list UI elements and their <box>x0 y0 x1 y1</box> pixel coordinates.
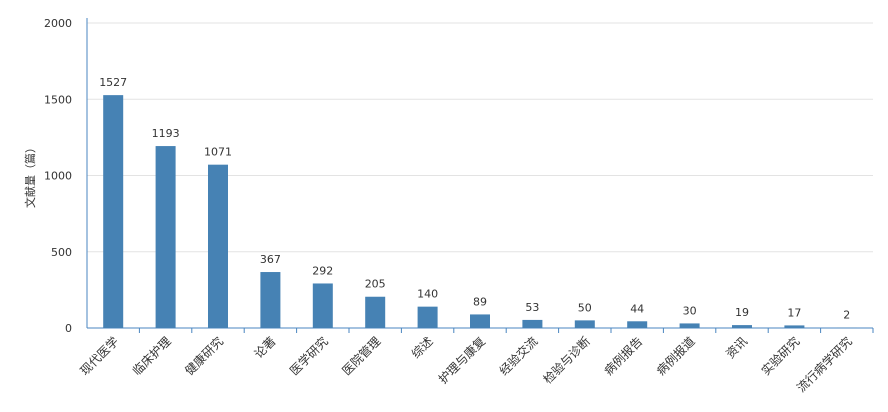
x-tick-label: 临床护理 <box>130 334 174 378</box>
bar <box>417 306 438 328</box>
bar <box>784 325 805 328</box>
y-tick-label: 0 <box>65 322 72 335</box>
data-label: 140 <box>417 288 438 301</box>
x-tick-label: 医院管理 <box>339 334 384 379</box>
bar <box>260 272 281 328</box>
data-label: 89 <box>473 295 487 308</box>
data-label: 44 <box>630 302 644 315</box>
bar <box>312 283 333 328</box>
data-label: 50 <box>578 301 592 314</box>
x-tick-label: 论著 <box>252 334 279 361</box>
x-tick-label: 病例报道 <box>653 334 698 379</box>
bar <box>365 296 386 328</box>
x-tick-label: 经验交流 <box>496 334 541 379</box>
data-label: 17 <box>787 306 801 319</box>
y-tick-label: 1500 <box>44 93 72 106</box>
x-tick-label: 健康研究 <box>182 334 227 379</box>
x-tick-label: 病例报告 <box>601 334 646 379</box>
x-tick-label: 医学研究 <box>286 334 331 379</box>
x-tick-label: 护理与康复 <box>435 334 488 387</box>
bar <box>574 320 595 328</box>
x-tick-label: 资讯 <box>723 334 750 361</box>
bar <box>732 325 752 328</box>
data-label: 1193 <box>152 127 180 140</box>
data-label: 2 <box>843 309 850 322</box>
data-label: 30 <box>683 304 697 317</box>
bar <box>627 321 648 328</box>
data-label: 367 <box>260 253 281 266</box>
bar <box>103 95 124 328</box>
data-label: 292 <box>312 264 333 277</box>
bar <box>155 146 176 328</box>
data-label: 53 <box>525 301 539 314</box>
data-label: 19 <box>735 306 749 319</box>
data-label: 1071 <box>204 146 232 159</box>
data-label: 205 <box>365 278 386 291</box>
x-tick-label: 现代医学 <box>77 334 122 379</box>
x-tick-label: 实验研究 <box>758 334 803 379</box>
y-tick-label: 1000 <box>44 170 72 183</box>
bar <box>470 314 490 328</box>
y-tick-label: 500 <box>51 246 72 259</box>
x-tick-label: 综述 <box>409 334 436 361</box>
y-axis-title: 文献量（篇） <box>23 142 37 208</box>
x-tick-label: 检验与诊断 <box>540 334 593 387</box>
bar <box>208 164 228 328</box>
data-label: 1527 <box>99 76 127 89</box>
bar <box>522 319 543 328</box>
y-tick-label: 2000 <box>44 17 72 30</box>
bar <box>679 323 700 328</box>
x-tick-label: 流行病学研究 <box>793 334 855 396</box>
